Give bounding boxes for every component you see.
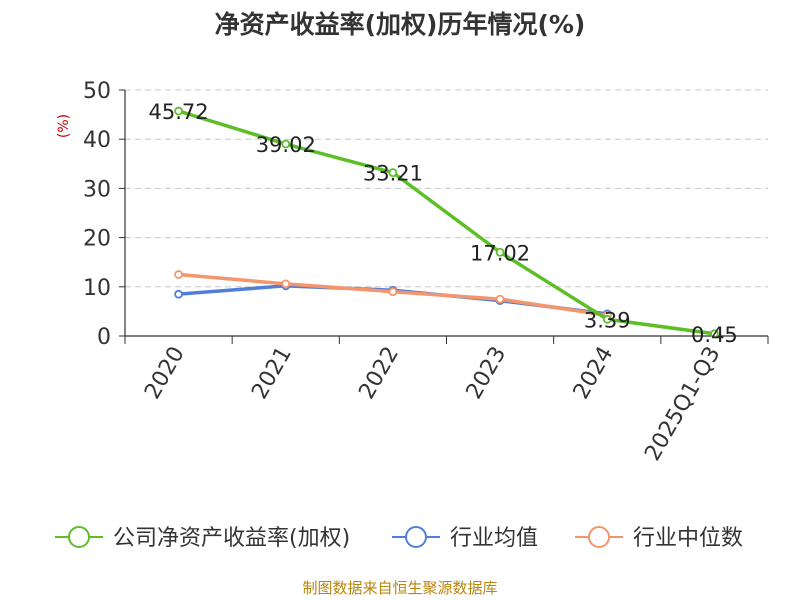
data-label-3: 17.02 (470, 241, 530, 265)
y-tick-label-30: 30 (83, 177, 111, 202)
legend-marker-1 (405, 526, 427, 548)
series-2-point-3 (495, 294, 505, 304)
source-note: 制图数据来自恒生聚源数据库 (302, 579, 497, 597)
x-tick-label-2023: 2023 (462, 343, 512, 404)
legend-label-0: 公司净资产收益率(加权) (113, 526, 350, 551)
legend-label-2: 行业中位数 (633, 526, 743, 551)
data-label-layer: 45.72 39.02 33.21 17.02 3.39 0.45 (149, 100, 738, 347)
legend-marker-0 (68, 526, 90, 548)
series-1-point-0 (174, 289, 183, 299)
legend-label-1: 行业均值 (450, 526, 538, 551)
axis-layer: 0 10 20 30 40 50 2020 2021 2022 2023 2024 2025Q1-Q3 (83, 79, 769, 466)
y-axis-label: (%) (56, 114, 72, 138)
data-label-2: 33.21 (363, 162, 423, 186)
series-0-point-5 (710, 329, 719, 339)
grid-layer (125, 89, 768, 288)
x-tick-label-2022: 2022 (354, 343, 404, 404)
series-layer (174, 106, 719, 339)
series-0-point-2 (388, 168, 398, 178)
data-label-1: 39.02 (256, 133, 316, 157)
y-tick-label-20: 20 (83, 227, 111, 252)
y-tick-label-50: 50 (83, 79, 111, 104)
series-2-point-2 (388, 287, 398, 297)
data-label-5: 0.45 (691, 323, 738, 347)
y-tick-label-0: 0 (97, 325, 111, 350)
legend-marker-2 (588, 526, 610, 548)
series-line-0 (178, 109, 715, 336)
legend: 公司净资产收益率(加权) 行业均值 行业中位数 (55, 526, 743, 551)
series-0-point-3 (495, 247, 505, 257)
x-tick-label-2025Q1-Q3: 2025Q1-Q3 (640, 343, 725, 466)
series-0-point-1 (281, 139, 291, 149)
y-tick-label-40: 40 (83, 128, 111, 153)
chart-title: 净资产收益率(加权)历年情况(%) (215, 10, 586, 39)
series-0-point-0 (174, 106, 183, 116)
x-tick-label-2020: 2020 (140, 343, 190, 404)
data-label-0: 45.72 (149, 100, 209, 124)
series-0-point-4 (602, 314, 612, 324)
y-tick-label-10: 10 (83, 276, 111, 301)
series-2-point-1 (281, 279, 291, 289)
data-label-4: 3.39 (584, 308, 631, 332)
series-2-point-0 (174, 270, 183, 279)
x-tick-label-2024: 2024 (569, 343, 619, 404)
x-tick-label-2021: 2021 (247, 343, 297, 404)
